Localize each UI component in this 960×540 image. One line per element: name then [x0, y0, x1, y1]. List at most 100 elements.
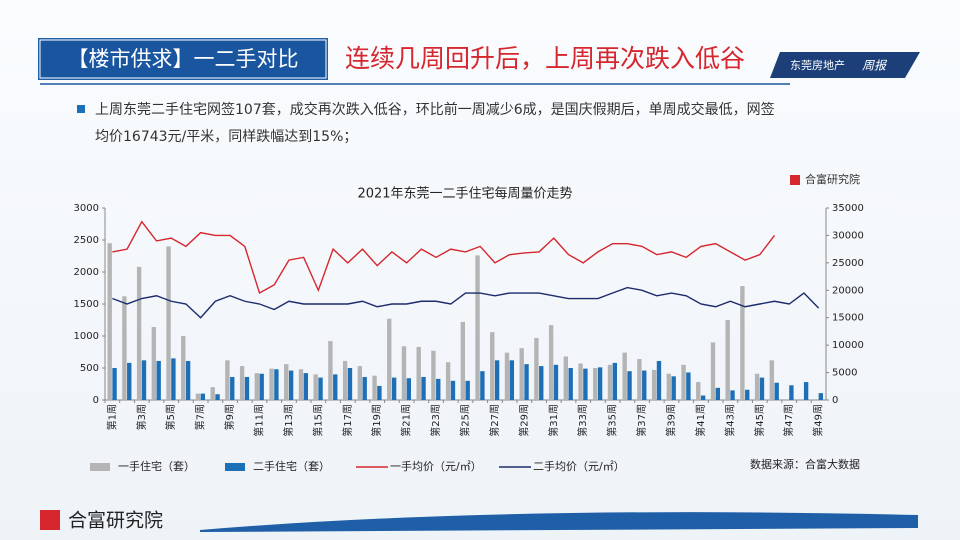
bar — [416, 346, 421, 400]
line — [112, 286, 820, 319]
bar — [431, 350, 436, 400]
bar — [151, 327, 157, 400]
x-tick-label: 第31周 — [547, 404, 560, 437]
bar — [534, 337, 539, 400]
bar — [818, 393, 824, 400]
bar — [539, 366, 544, 400]
bar — [318, 377, 323, 400]
bar — [583, 368, 588, 400]
bar — [401, 346, 407, 400]
bar — [509, 360, 515, 400]
bar — [651, 369, 657, 400]
x-tick-label: 第5周 — [164, 404, 177, 430]
legend-label: 一手住宅（套） — [118, 459, 195, 473]
chart-title: 2021年东莞一二手住宅每周量价走势 — [357, 186, 572, 202]
y2-tick-label: 20000 — [832, 285, 864, 296]
x-tick-label: 第25周 — [459, 404, 472, 437]
bar — [754, 373, 760, 400]
bar — [725, 320, 730, 400]
bar — [391, 377, 397, 400]
source-logo: 合富研究院 — [805, 172, 860, 186]
bar — [421, 376, 426, 400]
bar — [475, 255, 480, 400]
y2-tick-label: 25000 — [832, 258, 864, 269]
x-tick-label: 第15周 — [311, 404, 324, 437]
x-tick-label: 第7周 — [194, 404, 207, 430]
bar — [215, 394, 220, 400]
x-tick-label: 第43周 — [723, 404, 736, 437]
bar — [141, 360, 147, 400]
bar — [274, 369, 279, 400]
source-note: 数据来源：合富大数据 — [750, 457, 860, 471]
legend-swatch — [90, 463, 110, 471]
bar — [112, 368, 117, 400]
bar — [347, 368, 353, 400]
y2-tick-label: 0 — [832, 395, 838, 406]
bar — [181, 336, 186, 400]
bar — [372, 375, 377, 400]
bar — [789, 385, 794, 400]
x-tick-label: 第11周 — [253, 404, 266, 437]
x-tick-label: 第39周 — [665, 404, 678, 437]
y2-tick-label: 30000 — [832, 230, 864, 241]
bar — [548, 325, 554, 400]
bar — [450, 380, 456, 400]
bar — [136, 266, 142, 400]
bar — [298, 369, 304, 400]
bar — [745, 389, 750, 400]
brand-issue: 周报 — [862, 59, 888, 73]
bar — [362, 376, 367, 400]
bar — [284, 364, 289, 400]
footer-swoosh — [200, 512, 918, 532]
bar — [627, 371, 632, 400]
bar — [436, 378, 441, 400]
footer-logo-icon — [40, 510, 60, 530]
bar — [710, 342, 716, 400]
footer-logo: 合富研究院 — [68, 510, 163, 532]
source-logo-icon — [790, 175, 800, 185]
x-tick-label: 第35周 — [606, 404, 619, 437]
bar — [460, 321, 466, 400]
bar — [288, 370, 294, 400]
x-tick-label: 第9周 — [223, 404, 236, 430]
x-tick-label: 第33周 — [576, 404, 589, 437]
bar — [607, 364, 613, 400]
line — [112, 220, 776, 295]
bar — [681, 364, 686, 400]
bar — [377, 385, 382, 400]
bar — [759, 377, 765, 400]
bar — [480, 371, 485, 400]
bar — [642, 370, 647, 400]
y-tick-label: 3000 — [74, 203, 99, 214]
bar — [715, 387, 721, 400]
x-tick-label: 第13周 — [282, 404, 295, 437]
bar — [553, 364, 559, 400]
bar — [244, 376, 250, 400]
bar — [195, 393, 201, 400]
y-tick-label: 2500 — [74, 235, 99, 246]
y-tick-label: 0 — [93, 395, 99, 406]
x-tick-label: 第19周 — [370, 404, 383, 437]
y2-tick-label: 5000 — [832, 368, 857, 379]
bar — [210, 387, 215, 400]
y2-tick-label: 35000 — [832, 203, 864, 214]
bar — [578, 363, 583, 400]
bullet-marker — [77, 105, 85, 113]
bar — [156, 360, 161, 400]
header-box-inner — [39, 39, 327, 79]
brand-banner — [770, 52, 920, 78]
bar — [171, 358, 176, 400]
x-tick-label: 第3周 — [135, 404, 148, 430]
bar — [593, 368, 598, 400]
bar — [313, 374, 318, 400]
brand: 东莞房地产 — [790, 58, 845, 72]
headline: 连续几周回升后，上周再次跌入低谷 — [345, 44, 745, 73]
bar — [122, 296, 127, 400]
bar — [333, 374, 338, 400]
bar — [465, 380, 470, 400]
bar — [696, 382, 701, 400]
bar — [666, 373, 672, 400]
y2-tick-label: 10000 — [832, 340, 864, 351]
